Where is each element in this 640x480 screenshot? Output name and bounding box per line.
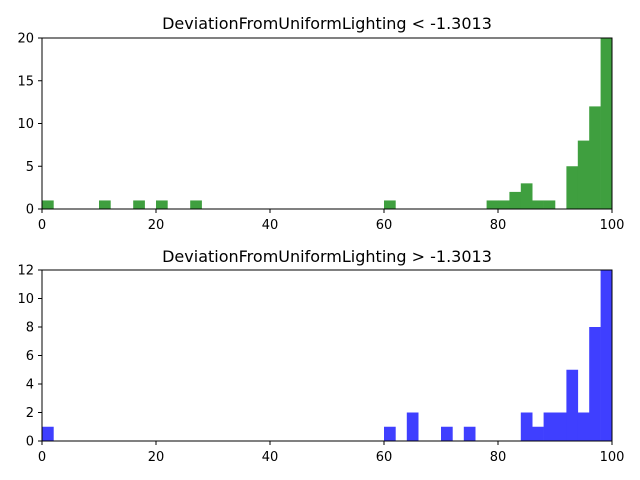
histogram-bar [566,369,579,441]
histogram-bar [543,412,556,441]
histogram-bar [42,200,54,209]
histogram-bar [543,200,556,209]
histogram-bar [156,200,168,209]
y-tick-label: 10 [17,292,34,307]
y-tick-label: 4 [26,378,34,393]
x-tick-label: 40 [262,218,279,233]
axes-frame [41,37,613,210]
histogram-bar [520,183,533,209]
ticks-group: 0 20 40 60 80 100 0 2 4 6 8 10 12 [17,264,624,466]
axes-frame [41,269,613,442]
histogram-bar [589,327,601,441]
x-tick-label: 60 [376,450,393,465]
histogram-bar [566,166,579,209]
x-tick-label: 20 [148,218,165,233]
x-tick-label: 40 [262,450,279,465]
chart-title: DeviationFromUniformLighting < -1.3013 [162,14,492,33]
y-tick-label: 2 [26,406,34,421]
x-tick-label: 100 [600,450,625,465]
histogram-bar [589,106,601,209]
x-tick-label: 80 [490,218,507,233]
histogram-bar [520,412,533,441]
histogram-bar [532,200,544,209]
histogram-panel-high: DeviationFromUniformLighting > -1.3013 0… [17,247,624,465]
y-tick-label: 0 [26,435,34,450]
histogram-bar [532,426,544,441]
chart-title: DeviationFromUniformLighting > -1.3013 [162,247,492,266]
histogram-bar [441,426,453,441]
x-tick-label: 60 [376,218,393,233]
histogram-bar [555,412,567,441]
bars-group [42,270,613,441]
histogram-bar [133,200,145,209]
histogram-bar [463,426,476,441]
histogram-bar [509,191,522,209]
y-tick-label: 5 [26,160,34,175]
y-tick-label: 0 [26,203,34,218]
x-tick-label: 80 [490,450,507,465]
x-tick-label: 100 [600,218,625,233]
histogram-bar [577,140,590,209]
y-tick-label: 20 [17,32,34,47]
y-tick-label: 12 [17,264,34,279]
histogram-bar [42,426,54,441]
x-tick-label: 0 [38,450,46,465]
histogram-bar [600,38,613,209]
histogram-panel-low: DeviationFromUniformLighting < -1.3013 0… [17,14,624,233]
histogram-bar [384,200,396,209]
histogram-bar [99,200,111,209]
histogram-bar [577,412,590,441]
histogram-bar [190,200,202,209]
bars-group [42,38,613,209]
y-tick-label: 6 [26,349,34,364]
histogram-bar [498,200,510,209]
x-tick-label: 0 [38,218,46,233]
x-tick-label: 20 [148,450,165,465]
histogram-bar [600,270,613,441]
y-tick-label: 10 [17,117,34,132]
histogram-bar [406,412,419,441]
histogram-bar [486,200,499,209]
ticks-group: 0 20 40 60 80 100 0 5 10 15 20 [17,32,624,234]
histogram-bar [384,426,396,441]
y-tick-label: 8 [26,321,34,336]
y-tick-label: 15 [17,74,34,89]
